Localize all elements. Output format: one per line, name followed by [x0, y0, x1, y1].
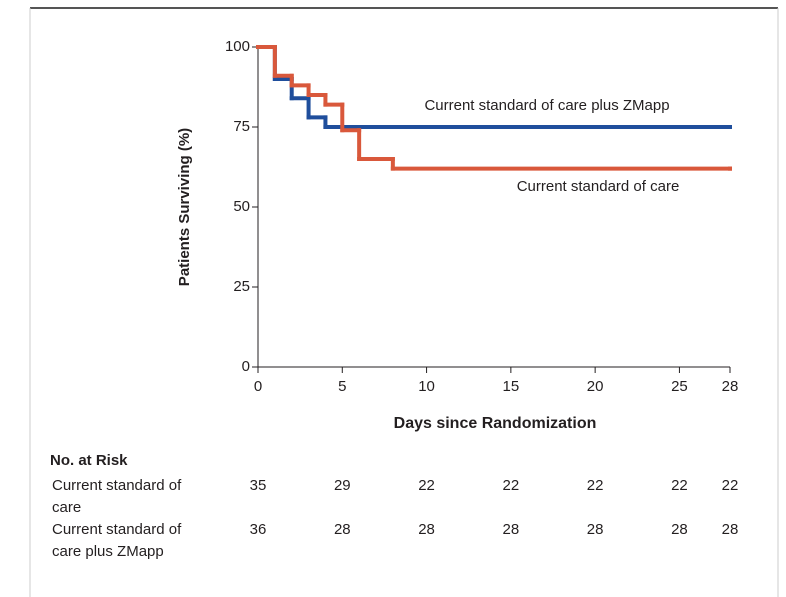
risk-count: 28: [503, 521, 520, 538]
risk-count: 36: [250, 521, 267, 538]
y-axis-label: Patients Surviving (%): [176, 128, 193, 286]
x-tick-label: 28: [722, 378, 739, 395]
risk-count: 28: [418, 521, 435, 538]
risk-count: 28: [671, 521, 688, 538]
x-axis-label: Days since Randomization: [394, 415, 597, 432]
risk-count: 29: [334, 477, 351, 494]
risk-count: 28: [334, 521, 351, 538]
risk-count: 22: [418, 477, 435, 494]
x-tick-label: 20: [587, 378, 604, 395]
x-tick-label: 0: [254, 378, 262, 395]
x-tick-label: 15: [503, 378, 520, 395]
y-tick-label: 0: [242, 358, 250, 375]
series-line: [256, 45, 732, 129]
y-tick-label: 100: [225, 38, 250, 55]
risk-count: 22: [671, 477, 688, 494]
risk-count: 28: [722, 521, 739, 538]
risk-row-label: Current standard of care plus ZMapp: [52, 521, 182, 560]
y-tick-label: 25: [233, 278, 250, 295]
risk-count: 35: [250, 477, 267, 494]
risk-count: 22: [587, 477, 604, 494]
series-line: [256, 45, 732, 171]
risk-count: 28: [587, 521, 604, 538]
risk-count: 22: [722, 477, 739, 494]
risk-count: 22: [503, 477, 520, 494]
x-tick-label: 10: [418, 378, 435, 395]
y-tick-label: 75: [233, 118, 250, 135]
risk-row-label: Current standard of care: [52, 477, 182, 516]
series-label: Current standard of care plus ZMapp: [424, 97, 669, 114]
risk-table-title: No. at Risk: [50, 452, 128, 469]
series-label: Current standard of care: [517, 178, 680, 195]
x-tick-label: 25: [671, 378, 688, 395]
x-tick-label: 5: [338, 378, 346, 395]
y-tick-label: 50: [233, 198, 250, 215]
